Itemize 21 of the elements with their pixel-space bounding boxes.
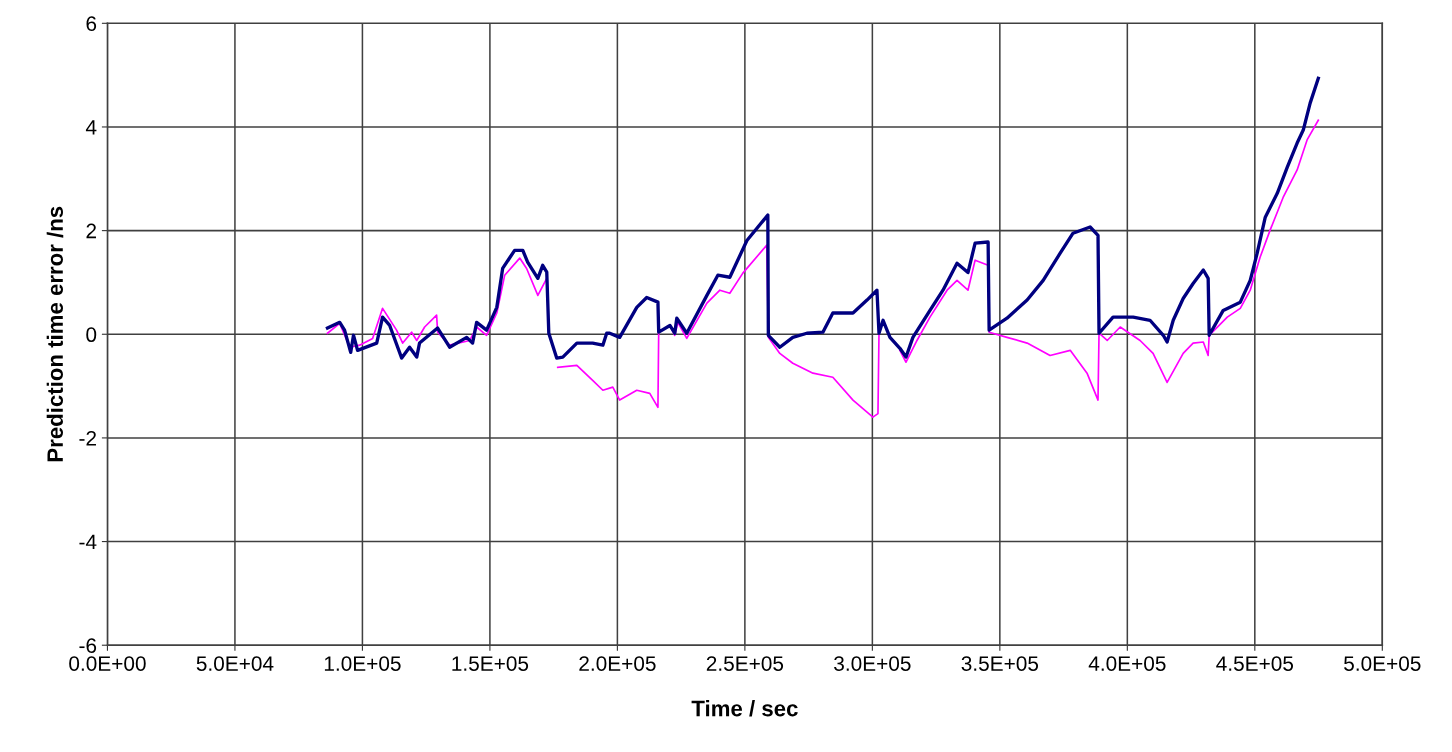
x-tick-label: 3.0E+05 [834, 656, 911, 671]
x-tick-label: 4.0E+05 [1088, 656, 1166, 671]
y-axis-title: Prediction time error /ns [46, 206, 64, 462]
x-axis-title: Time / sec [691, 700, 798, 717]
y-tick-label: -6 [79, 638, 97, 653]
y-tick-label: 2 [86, 223, 96, 239]
x-tick-label: 5.0E+04 [196, 656, 274, 671]
line-series [325, 76, 1320, 360]
x-tick-label: 1.0E+05 [324, 656, 401, 671]
y-tick-label: -2 [79, 430, 96, 446]
x-tick-label: 2.5E+05 [706, 656, 784, 671]
y-tick-label: 0 [86, 327, 97, 343]
x-tick-label: 2.0E+05 [579, 656, 656, 671]
x-tick-label: 4.5E+05 [1216, 656, 1294, 671]
y-tick-label: 6 [86, 16, 97, 32]
x-tick-label: 5.0E+05 [1344, 656, 1421, 671]
y-tick-label: 4 [85, 120, 97, 135]
x-tick-label: 1.5E+05 [452, 656, 529, 671]
x-tick-label: 0.0E+00 [69, 656, 146, 671]
x-tick-label: 3.5E+05 [961, 656, 1039, 671]
y-tick-label: -4 [79, 534, 97, 550]
